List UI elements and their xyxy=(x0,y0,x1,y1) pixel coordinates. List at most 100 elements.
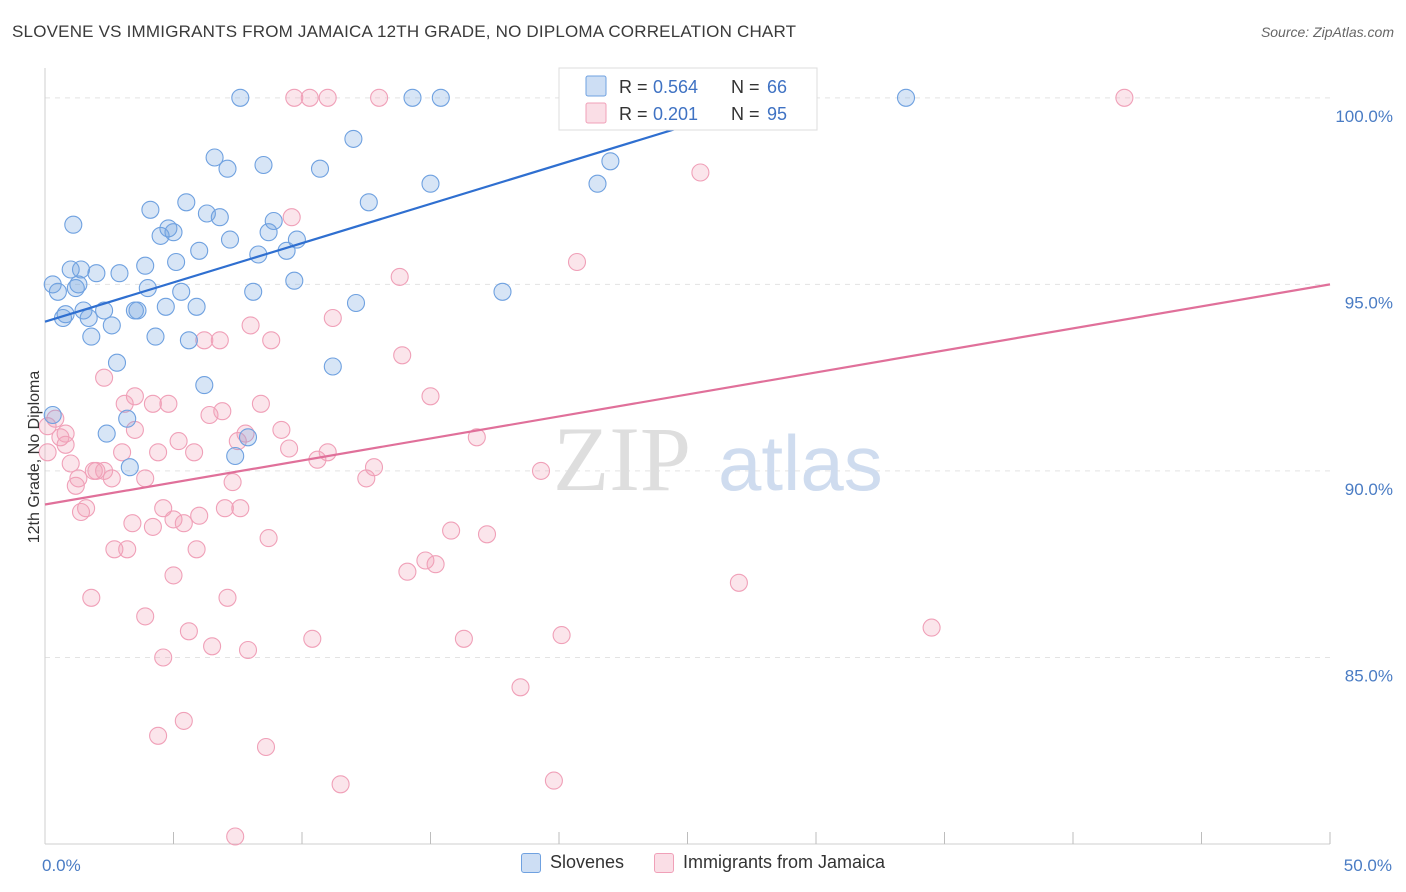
point-jamaica-28 xyxy=(149,443,168,462)
stats-legend-n-label-jamaica: N = xyxy=(731,104,760,124)
point-jamaica-36 xyxy=(174,514,193,533)
point-slovenes-44 xyxy=(231,88,250,107)
point-jamaica-67 xyxy=(318,88,337,107)
point-slovenes-58 xyxy=(359,193,378,212)
point-jamaica-38 xyxy=(179,622,198,641)
y-tick-labels: 100.0% 95.0% 90.0% 85.0% xyxy=(1335,107,1393,686)
point-jamaica-8 xyxy=(69,469,88,488)
point-jamaica-79 xyxy=(426,555,445,574)
point-jamaica-41 xyxy=(190,506,209,525)
point-jamaica-63 xyxy=(285,88,304,107)
point-slovenes-23 xyxy=(136,256,155,275)
point-jamaica-75 xyxy=(393,346,412,365)
point-slovenes-40 xyxy=(210,208,229,227)
point-jamaica-40 xyxy=(187,540,206,559)
stats-legend-n-value-jamaica: 95 xyxy=(767,104,787,124)
point-slovenes-43 xyxy=(226,446,245,466)
y-tick-label: 95.0% xyxy=(1345,293,1393,312)
stats-legend-swatch-slovenes xyxy=(585,75,607,97)
stats-legend-box xyxy=(558,67,818,131)
point-jamaica-87 xyxy=(552,626,571,645)
y-tick-label: 90.0% xyxy=(1345,480,1393,499)
trend-line-slovenes xyxy=(44,96,778,323)
point-jamaica-56 xyxy=(251,394,270,413)
point-jamaica-93 xyxy=(922,618,941,637)
point-jamaica-32 xyxy=(159,394,178,413)
point-jamaica-81 xyxy=(454,629,473,648)
point-jamaica-13 xyxy=(87,461,106,480)
y-tick-label: 100.0% xyxy=(1335,107,1393,126)
point-jamaica-14 xyxy=(95,368,114,387)
legend-swatch-jamaica xyxy=(654,852,674,873)
legend-item-jamaica: Immigrants from Jamaica xyxy=(654,852,885,873)
chart-title: SLOVENE VS IMMIGRANTS FROM JAMAICA 12TH … xyxy=(12,22,797,41)
point-jamaica-73 xyxy=(370,88,389,107)
point-slovenes-54 xyxy=(310,159,330,178)
point-slovenes-30 xyxy=(164,223,183,242)
point-jamaica-10 xyxy=(77,499,96,518)
trend-line-jamaica xyxy=(44,283,1331,506)
legend-swatch-slovenes xyxy=(520,852,541,873)
point-jamaica-48 xyxy=(218,588,237,607)
point-slovenes-25 xyxy=(141,200,160,219)
point-slovenes-57 xyxy=(346,293,366,313)
point-jamaica-39 xyxy=(185,443,204,462)
point-slovenes-6 xyxy=(64,215,83,234)
point-slovenes-39 xyxy=(205,148,224,167)
point-jamaica-29 xyxy=(149,726,168,745)
point-jamaica-18 xyxy=(113,443,132,462)
point-slovenes-63 xyxy=(588,174,607,193)
point-slovenes-42 xyxy=(220,230,240,249)
point-jamaica-58 xyxy=(259,529,278,548)
point-slovenes-31 xyxy=(167,252,186,272)
point-jamaica-46 xyxy=(213,402,232,421)
point-jamaica-64 xyxy=(300,88,319,107)
point-jamaica-30 xyxy=(154,499,173,518)
point-slovenes-41 xyxy=(218,159,237,178)
point-jamaica-34 xyxy=(164,566,183,585)
point-slovenes-8 xyxy=(69,275,88,294)
point-slovenes-60 xyxy=(421,174,440,193)
point-slovenes-4 xyxy=(56,305,75,324)
watermark: ZIP atlas xyxy=(553,408,883,510)
watermark-zip: ZIP xyxy=(553,408,691,510)
x-axis xyxy=(44,832,1331,845)
watermark-atlas: atlas xyxy=(718,419,883,507)
point-jamaica-49 xyxy=(223,473,242,492)
point-slovenes-61 xyxy=(431,88,450,107)
point-jamaica-59 xyxy=(262,331,281,350)
point-jamaica-35 xyxy=(169,432,188,451)
point-slovenes-52 xyxy=(285,271,304,290)
point-slovenes-50 xyxy=(264,211,283,231)
stats-legend-r-value-jamaica: 0.201 xyxy=(653,104,698,124)
point-jamaica-77 xyxy=(416,551,435,570)
point-jamaica-27 xyxy=(143,394,162,413)
series-points-jamaica xyxy=(38,88,1134,846)
point-slovenes-34 xyxy=(179,331,198,350)
stats-legend-n-label-slovenes: N = xyxy=(731,77,760,97)
point-jamaica-55 xyxy=(241,316,260,335)
stats-legend-n-value-slovenes: 66 xyxy=(767,77,787,97)
point-jamaica-0 xyxy=(38,417,57,436)
point-jamaica-17 xyxy=(105,540,124,559)
point-jamaica-42 xyxy=(195,331,214,350)
point-jamaica-60 xyxy=(272,420,291,439)
stats-legend-r-label-slovenes: R = xyxy=(619,77,648,97)
point-slovenes-49 xyxy=(259,223,278,242)
stats-legend: R = 0.564 N = 66 R = 0.201 N = 95 xyxy=(558,67,818,131)
point-jamaica-47 xyxy=(215,499,234,518)
point-jamaica-24 xyxy=(136,469,155,488)
point-slovenes-36 xyxy=(190,241,209,260)
point-jamaica-52 xyxy=(231,499,250,518)
point-slovenes-20 xyxy=(120,458,139,477)
point-jamaica-83 xyxy=(477,525,497,544)
point-jamaica-21 xyxy=(123,514,142,533)
point-jamaica-61 xyxy=(280,439,299,458)
point-slovenes-55 xyxy=(323,357,342,376)
point-slovenes-33 xyxy=(177,193,196,212)
point-jamaica-70 xyxy=(331,775,350,794)
point-slovenes-14 xyxy=(95,301,114,320)
x-tick-label: 50.0% xyxy=(1344,856,1392,875)
point-slovenes-18 xyxy=(110,264,129,283)
